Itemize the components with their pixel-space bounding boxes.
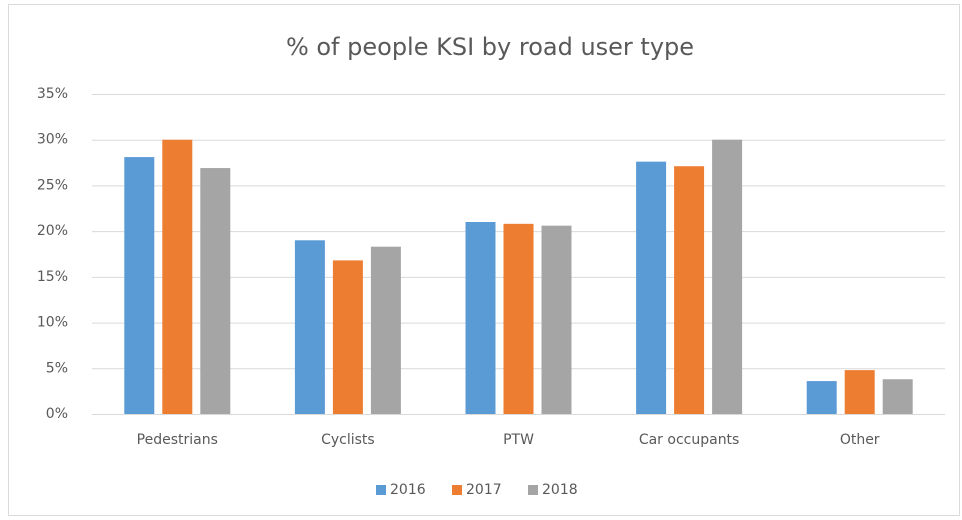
bar xyxy=(332,260,363,414)
bar xyxy=(503,223,534,414)
bar xyxy=(712,139,743,414)
x-tick-label: Pedestrians xyxy=(137,432,218,448)
x-tick-label: Other xyxy=(840,432,880,448)
bar xyxy=(806,381,837,414)
bar xyxy=(844,370,875,414)
legend-swatch xyxy=(452,485,462,495)
legend-swatch xyxy=(528,485,538,495)
legend-swatch xyxy=(376,485,386,495)
bar xyxy=(465,222,496,414)
x-tick-label: Car occupants xyxy=(639,432,740,448)
y-tick-label: 0% xyxy=(46,406,68,422)
legend-label: 2016 xyxy=(390,482,426,498)
bar xyxy=(882,379,913,414)
legend-label: 2018 xyxy=(542,482,578,498)
bar xyxy=(636,161,667,414)
y-tick-label: 10% xyxy=(37,315,68,331)
bar xyxy=(294,240,325,414)
bar xyxy=(162,139,193,414)
bar xyxy=(200,168,231,414)
y-tick-label: 35% xyxy=(37,86,68,102)
bar xyxy=(124,157,155,415)
bar xyxy=(370,246,401,414)
x-tick-label: PTW xyxy=(503,432,534,448)
chart-title: % of people KSI by road user type xyxy=(286,33,694,61)
x-tick-label: Cyclists xyxy=(321,432,375,448)
y-tick-label: 5% xyxy=(46,360,68,376)
bar xyxy=(541,225,572,414)
y-tick-label: 15% xyxy=(37,269,68,285)
y-tick-label: 30% xyxy=(37,132,68,148)
y-tick-label: 25% xyxy=(37,177,68,193)
legend-label: 2017 xyxy=(466,482,502,498)
y-tick-label: 20% xyxy=(37,223,68,239)
bar xyxy=(674,166,705,414)
